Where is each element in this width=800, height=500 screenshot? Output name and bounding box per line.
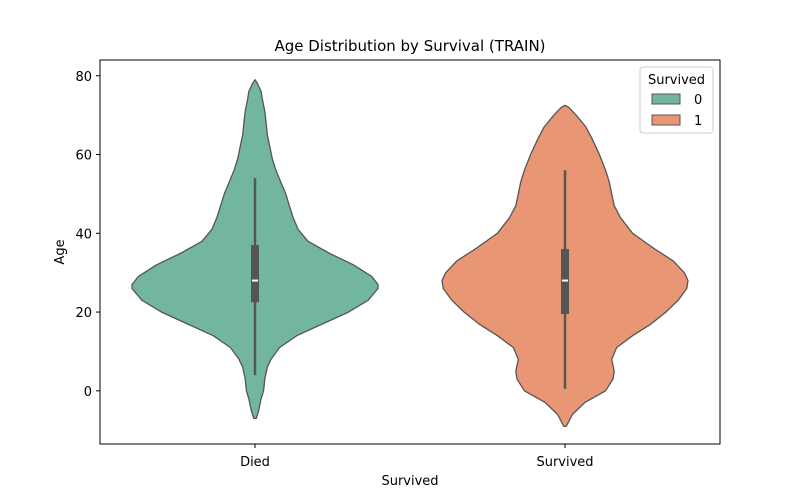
legend-title: Survived bbox=[648, 73, 705, 88]
legend: Survived 0 1 bbox=[639, 66, 714, 134]
plot-area bbox=[131, 79, 689, 427]
violin-iqr-box bbox=[251, 245, 259, 303]
y-tick-label: 40 bbox=[75, 227, 92, 242]
y-tick-label: 80 bbox=[75, 70, 92, 85]
legend-label: 1 bbox=[694, 114, 702, 129]
legend-swatch bbox=[651, 114, 681, 126]
x-axis-label: Survived bbox=[381, 474, 438, 489]
legend-swatch bbox=[651, 93, 681, 105]
y-tick-label: 0 bbox=[84, 385, 92, 400]
y-tick-label: 20 bbox=[75, 306, 92, 321]
x-tick-label: Survived bbox=[536, 455, 593, 470]
y-axis-label: Age bbox=[53, 239, 68, 264]
legend-label: 0 bbox=[694, 93, 702, 108]
y-tick-label: 60 bbox=[75, 149, 92, 164]
chart-title: Age Distribution by Survival (TRAIN) bbox=[274, 37, 545, 55]
plot-frame bbox=[99, 59, 721, 445]
x-tick-label: Died bbox=[240, 455, 270, 470]
